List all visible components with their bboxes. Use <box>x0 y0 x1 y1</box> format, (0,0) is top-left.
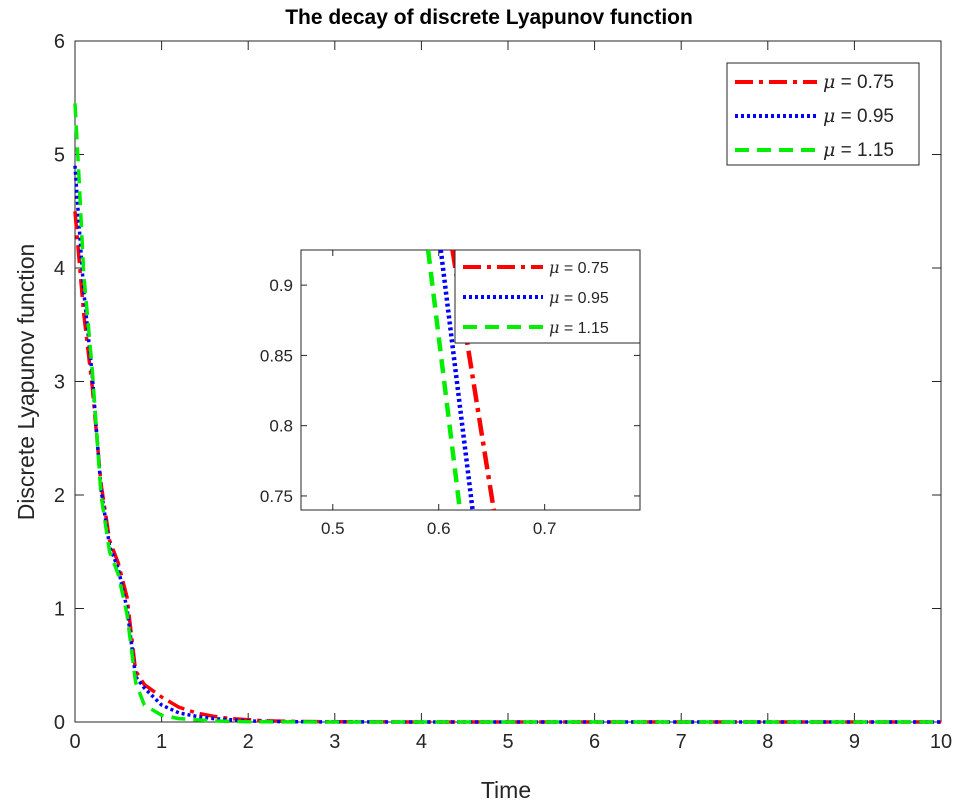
x-tick-label: 10 <box>930 731 952 753</box>
inset-legend-mu-symbol: μ <box>549 258 559 277</box>
x-tick-label: 3 <box>329 731 340 753</box>
inset-legend-entry-mu-1.15: μ = 1.15 <box>549 318 609 337</box>
x-tick-label: 6 <box>589 731 600 753</box>
main-series-lines <box>73 103 941 724</box>
y-tick-label: 1 <box>54 599 65 621</box>
inset-legend-entry-mu-0.75: μ = 0.75 <box>549 258 609 277</box>
main-legend-mu-value: = 0.95 <box>835 106 894 127</box>
inset-y-tick-label: 0.9 <box>269 276 293 295</box>
main-legend-entry-mu-0.75: μ = 0.75 <box>823 71 894 93</box>
main-legend-mu-symbol: μ <box>823 105 835 127</box>
x-tick-label: 1 <box>156 731 167 753</box>
x-tick-label: 8 <box>762 731 773 753</box>
y-tick-label: 3 <box>54 372 65 394</box>
main-legend-entry-mu-0.95: μ = 0.95 <box>823 105 894 127</box>
inset-legend-mu-value: = 0.95 <box>559 290 608 307</box>
inset-y-tick-label: 0.75 <box>260 487 293 506</box>
main-legend-mu-symbol: μ <box>823 71 835 93</box>
inset-legend-mu-value: = 0.75 <box>559 260 608 277</box>
chart-title: The decay of discrete Lyapunov function <box>285 6 693 29</box>
inset-x-tick-label: 0.6 <box>427 519 451 538</box>
y-tick-label: 2 <box>54 485 65 507</box>
x-tick-label: 7 <box>676 731 687 753</box>
inset-legend-mu-symbol: μ <box>549 288 559 307</box>
x-axis-label: Time <box>481 777 531 803</box>
inset-y-tick-label: 0.8 <box>269 417 293 436</box>
x-tick-label: 4 <box>416 731 427 753</box>
inset-x-tick-label: 0.5 <box>321 519 345 538</box>
y-axis-label: Discrete Lyapunov function <box>13 244 39 521</box>
y-tick-label: 5 <box>54 145 65 167</box>
inset-y-tick-label: 0.85 <box>260 346 293 365</box>
main-axis-ticks: 0 1 2 3 4 5 6 7 8 9 10 0 1 2 3 4 5 6 <box>54 31 952 753</box>
y-tick-label: 6 <box>54 31 65 53</box>
inset-series-line-mu-0.95 <box>438 249 475 511</box>
inset-legend-mu-value: = 1.15 <box>559 320 608 337</box>
inset-legend-mu-symbol: μ <box>549 318 559 337</box>
series-line-mu-1.15 <box>73 103 941 724</box>
y-tick-label: 4 <box>54 258 65 280</box>
main-legend-mu-symbol: μ <box>823 139 835 161</box>
main-legend-entry-mu-1.15: μ = 1.15 <box>823 139 894 161</box>
main-legend-mu-value: = 1.15 <box>835 140 894 161</box>
main-legend-mu-value: = 0.75 <box>835 72 894 93</box>
x-tick-label: 0 <box>69 731 80 753</box>
x-tick-label: 5 <box>502 731 513 753</box>
inset-zoom-plot: 0.5 0.6 0.70.750.80.850.9μ = 0.75μ = 0.95μ… <box>260 249 641 538</box>
inset-x-tick-label: 0.7 <box>533 519 557 538</box>
x-tick-label: 9 <box>849 731 860 753</box>
y-tick-label: 0 <box>54 712 65 734</box>
main-legend: μ = 0.75μ = 0.95μ = 1.15 <box>726 62 920 166</box>
x-tick-label: 2 <box>243 731 254 753</box>
inset-legend-entry-mu-0.95: μ = 0.95 <box>549 288 609 307</box>
